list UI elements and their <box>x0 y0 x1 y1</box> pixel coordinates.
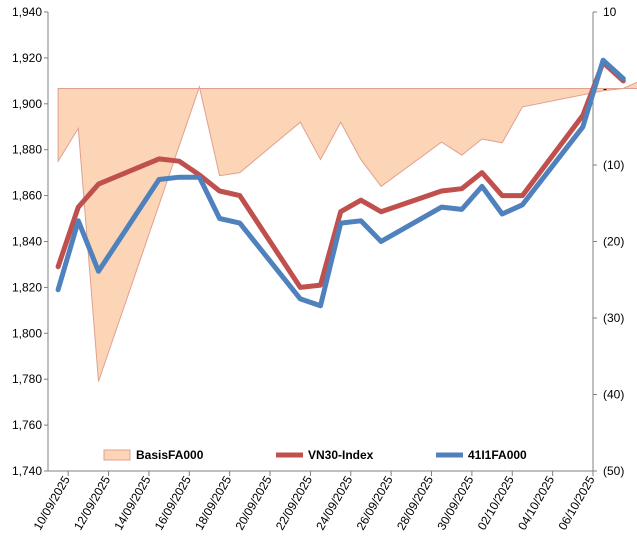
x-tick-label: 10/09/2025 <box>31 473 73 532</box>
left-tick-label: 1,780 <box>12 372 42 386</box>
right-tick-label: 10 <box>603 5 617 19</box>
left-tick-label: 1,800 <box>12 326 42 340</box>
x-tick-label: 16/09/2025 <box>152 473 194 532</box>
left-tick-label: 1,860 <box>12 189 42 203</box>
right-tick-label: (20) <box>603 235 624 249</box>
41i1fa000-line <box>55 57 626 309</box>
right-tick-label: (40) <box>603 388 624 402</box>
x-tick-label: 18/09/2025 <box>192 473 234 532</box>
legend: BasisFA000 VN30-Index 41I1FA000 <box>103 448 527 462</box>
x-tick-label: 26/09/2025 <box>354 473 396 532</box>
left-tick-label: 1,880 <box>12 143 42 157</box>
x-tick-label: 06/10/2025 <box>555 473 597 532</box>
left-tick-label: 1,900 <box>12 97 42 111</box>
left-tick-label: 1,820 <box>12 280 42 294</box>
area-layer <box>57 81 637 382</box>
left-tick-label: 1,940 <box>12 5 42 19</box>
x-tick-label: 14/09/2025 <box>111 473 153 532</box>
legend-swatch-basisfa000 <box>103 449 131 461</box>
legend-label-41i1fa000: 41I1FA000 <box>468 448 527 462</box>
x-tick-label: 28/09/2025 <box>394 473 436 532</box>
lines-layer <box>55 57 626 309</box>
x-tick-label: 20/09/2025 <box>232 473 274 532</box>
x-tick-label: 24/09/2025 <box>313 473 355 532</box>
left-tick-label: 1,840 <box>12 235 42 249</box>
left-tick-label: 1,920 <box>12 51 42 65</box>
x-tick-label: 04/10/2025 <box>515 473 557 532</box>
right-tick-label: - <box>603 82 607 96</box>
left-tick-label: 1,740 <box>12 464 42 478</box>
right-tick-label: (30) <box>603 311 624 325</box>
basis-area <box>57 81 637 382</box>
x-tick-label: 02/10/2025 <box>475 473 517 532</box>
x-tick-label: 30/09/2025 <box>434 473 476 532</box>
legend-label-basisfa000: BasisFA000 <box>136 448 204 462</box>
right-tick-label: (50) <box>603 464 624 478</box>
left-tick-label: 1,760 <box>12 418 42 432</box>
x-tick-label: 22/09/2025 <box>273 473 315 532</box>
x-tick-label: 12/09/2025 <box>71 473 113 532</box>
right-tick-label: (10) <box>603 158 624 172</box>
vn30-index-line <box>55 60 626 290</box>
legend-label-vn30-index: VN30-Index <box>308 448 374 462</box>
